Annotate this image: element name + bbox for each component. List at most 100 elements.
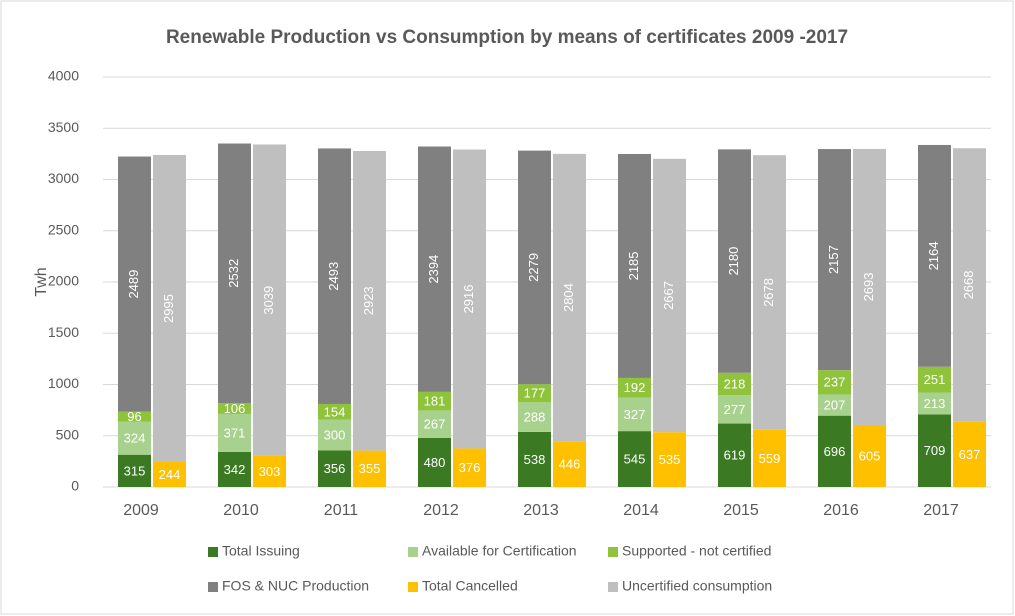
bar-segment: [718, 149, 751, 373]
y-tick-label: 3500: [48, 119, 79, 135]
data-label: 300: [324, 428, 346, 443]
x-tick-label: 2010: [223, 502, 259, 519]
bar-segment: [518, 150, 551, 385]
bar-segment: [118, 454, 151, 487]
bar-segment: [218, 403, 251, 414]
y-tick-label: 0: [71, 478, 79, 494]
legend-label: Total Cancelled: [422, 578, 518, 594]
x-tick-label: 2016: [823, 502, 859, 519]
data-label: 545: [624, 452, 646, 467]
data-label: 267: [424, 417, 446, 432]
bar-segment: [753, 155, 786, 430]
data-label: 619: [724, 448, 746, 463]
y-tick-label: 2500: [48, 221, 79, 237]
y-tick-label: 2000: [48, 273, 79, 289]
legend-swatch: [608, 582, 618, 592]
data-label: 538: [524, 452, 546, 467]
bar-segment: [818, 394, 851, 416]
legend-label: Total Issuing: [222, 543, 300, 559]
bar-segment: [853, 424, 886, 487]
bar-segment: [853, 148, 886, 425]
bar-segment: [418, 391, 451, 411]
data-label: 2667: [661, 281, 676, 310]
legend-label: Available for Certification: [422, 543, 577, 559]
bar-segment: [418, 410, 451, 438]
bar-segment: [918, 414, 951, 487]
legend-swatch: [208, 582, 218, 592]
data-label: 96: [127, 409, 141, 424]
y-tick-label: 3000: [48, 170, 79, 186]
bar-segment: [353, 450, 386, 487]
y-tick-label: 500: [56, 426, 80, 442]
data-label: 2394: [426, 255, 441, 284]
data-label: 2180: [726, 247, 741, 276]
data-label: 2995: [161, 294, 176, 323]
legend-swatch: [608, 547, 618, 557]
data-label: 2668: [961, 271, 976, 300]
data-label: 2804: [561, 283, 576, 312]
data-label: 324: [124, 431, 146, 446]
bar-segment: [918, 392, 951, 415]
bar-segment: [553, 153, 586, 442]
data-label: 696: [824, 444, 846, 459]
bar-segment: [453, 448, 486, 487]
data-label: 2157: [826, 245, 841, 274]
data-label: 106: [224, 401, 246, 416]
bar-segment: [718, 395, 751, 424]
bar-segment: [518, 431, 551, 487]
bar-segment: [318, 419, 351, 451]
legend-swatch: [408, 547, 418, 557]
legend-swatch: [408, 582, 418, 592]
bar-segment: [653, 432, 686, 487]
bar-segment: [118, 411, 151, 422]
bar-segment: [153, 461, 186, 487]
data-label: 277: [724, 402, 746, 417]
y-tick-label: 1500: [48, 324, 79, 340]
data-label: 154: [324, 404, 346, 419]
data-label: 244: [159, 467, 181, 482]
y-tick-label: 1000: [48, 375, 79, 391]
data-label: 181: [424, 394, 446, 409]
data-label: 177: [524, 386, 546, 401]
bar-segment: [818, 370, 851, 395]
data-label: 213: [924, 396, 946, 411]
data-label: 342: [224, 462, 246, 477]
bar-segment: [253, 144, 286, 456]
bar-segment: [518, 384, 551, 403]
x-tick-label: 2017: [923, 502, 959, 519]
data-label: 2493: [326, 262, 341, 291]
data-label: 2916: [461, 285, 476, 314]
data-label: 2164: [926, 241, 941, 270]
data-label: 3039: [261, 286, 276, 315]
bar-segment: [218, 143, 251, 404]
data-label: 559: [759, 451, 781, 466]
data-label: 303: [259, 464, 281, 479]
data-label: 356: [324, 461, 346, 476]
bar-segment: [118, 421, 151, 455]
data-label: 2678: [761, 278, 776, 307]
data-label: 2279: [526, 253, 541, 282]
x-tick-label: 2015: [723, 502, 759, 519]
bar-segment: [918, 366, 951, 393]
chart-title: Renewable Production vs Consumption by m…: [166, 27, 848, 48]
bar-segment: [353, 151, 386, 451]
x-tick-label: 2012: [423, 502, 459, 519]
bar-segment: [718, 372, 751, 396]
data-label: 237: [824, 375, 846, 390]
bar-segment: [818, 415, 851, 487]
legend-label: Supported - not certified: [622, 543, 771, 559]
x-tick-label: 2013: [523, 502, 559, 519]
bar-segment: [618, 397, 651, 432]
bar-segment: [618, 153, 651, 378]
data-label: 355: [359, 461, 381, 476]
bar-segment: [953, 421, 986, 487]
data-label: 480: [424, 455, 446, 470]
data-label: 218: [724, 376, 746, 391]
bar-segment: [718, 423, 751, 487]
bar-segment: [553, 441, 586, 487]
bar-segment: [153, 155, 186, 462]
data-label: 251: [924, 372, 946, 387]
bar-segment: [953, 148, 986, 422]
data-label: 535: [659, 452, 681, 467]
